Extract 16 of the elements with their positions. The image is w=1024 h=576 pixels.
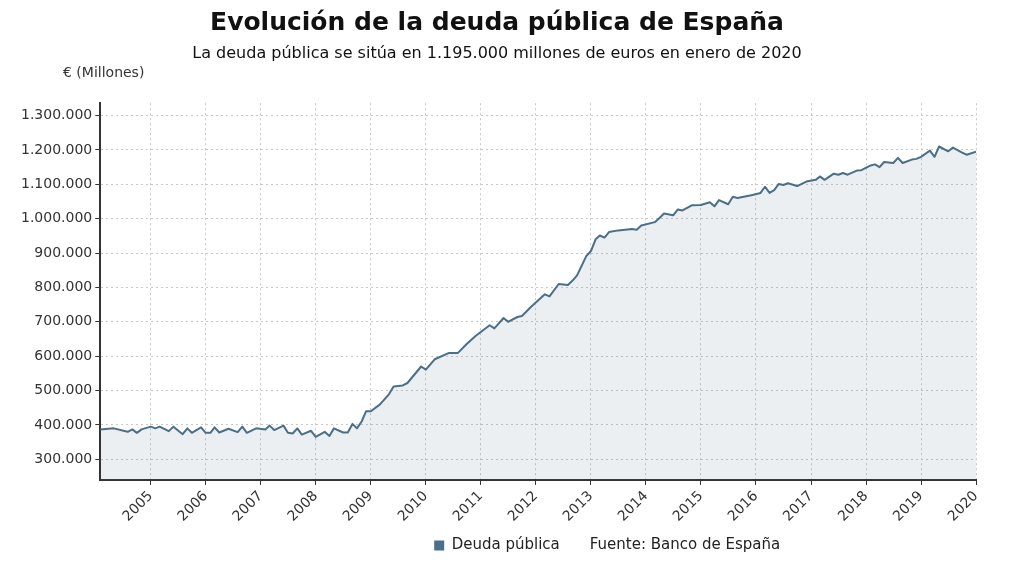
y-tick-label: 1.200.000 xyxy=(20,140,93,157)
y-tick-label: 600.000 xyxy=(34,346,93,363)
y-tick-label: 500.000 xyxy=(34,381,93,398)
y-tick-label: 400.000 xyxy=(34,415,93,432)
legend-label: Deuda pública xyxy=(451,535,560,554)
chart-subtitle: La deuda pública se sitúa en 1.195.000 millones de euros en enero de 2020 xyxy=(192,42,802,62)
y-axis-title: € (Millones) xyxy=(63,64,145,80)
source-note: Fuente: Banco de España xyxy=(589,535,781,554)
y-tick-label: 1.100.000 xyxy=(20,174,93,191)
y-tick-label: 800.000 xyxy=(34,278,93,295)
y-tick-label: 700.000 xyxy=(34,312,93,329)
y-tick-label: 900.000 xyxy=(34,243,93,260)
y-tick-label: 1.000.000 xyxy=(20,209,93,226)
chart-title: Evolución de la deuda pública de España xyxy=(210,6,784,36)
y-tick-label: 1.300.000 xyxy=(20,106,93,123)
y-tick-label: 300.000 xyxy=(34,449,93,466)
